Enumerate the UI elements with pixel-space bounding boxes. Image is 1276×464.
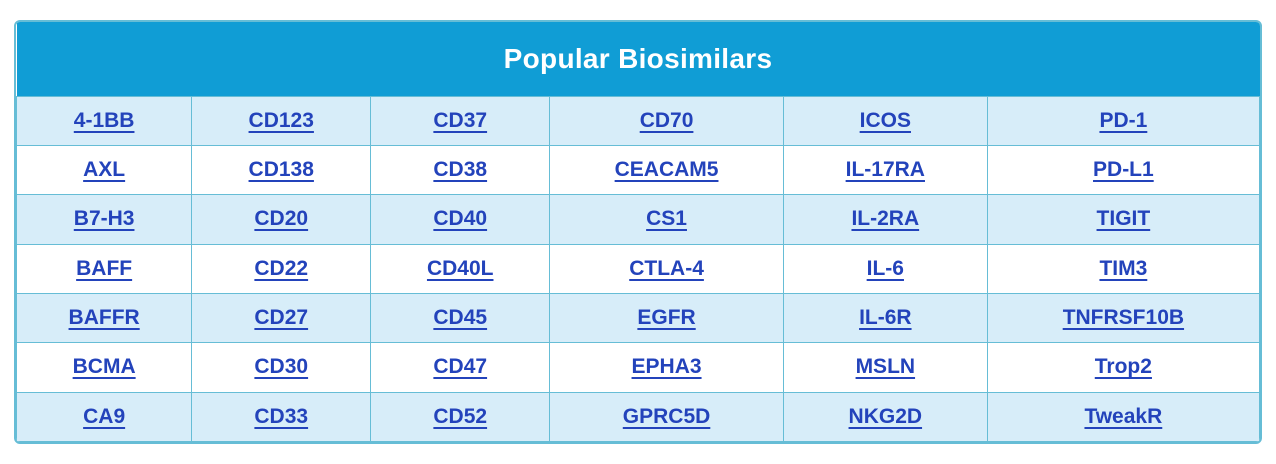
- table-cell: CD138: [191, 144, 372, 196]
- biosimilar-link[interactable]: CD22: [254, 256, 309, 280]
- biosimilar-link[interactable]: BAFF: [76, 256, 133, 280]
- table-cell: BAFF: [16, 243, 193, 294]
- table-header-row: Popular Biosimilars: [16, 22, 1260, 96]
- biosimilar-link[interactable]: B7-H3: [73, 207, 135, 231]
- biosimilar-link[interactable]: IL-6: [866, 256, 904, 280]
- biosimilar-link[interactable]: TIGIT: [1096, 207, 1151, 231]
- table-cell: GPRC5D: [549, 391, 784, 442]
- table-cell: CEACAM5: [549, 144, 784, 196]
- biosimilar-link[interactable]: CEACAM5: [614, 158, 719, 182]
- biosimilar-link[interactable]: PD-1: [1099, 108, 1148, 132]
- table-row: BAFFR CD27 CD45 EGFR IL-6R TNFRSF10B: [16, 292, 1260, 344]
- biosimilar-link[interactable]: AXL: [83, 158, 126, 182]
- table-cell: TIM3: [986, 243, 1260, 294]
- biosimilar-link[interactable]: MSLN: [855, 355, 916, 379]
- biosimilar-link[interactable]: CD47: [433, 355, 488, 379]
- biosimilar-link[interactable]: PD-L1: [1093, 158, 1154, 182]
- table-cell: AXL: [16, 144, 193, 196]
- table-row: AXL CD138 CD38 CEACAM5 IL-17RA PD-L1: [16, 144, 1260, 196]
- table-cell: BAFFR: [16, 292, 193, 344]
- table-cell: B7-H3: [16, 194, 193, 245]
- table-cell: CS1: [549, 194, 784, 245]
- table-cell: IL-6: [782, 243, 988, 294]
- table-row: B7-H3 CD20 CD40 CS1 IL-2RA TIGIT: [16, 194, 1260, 245]
- table-cell: CD20: [191, 194, 372, 245]
- biosimilar-link[interactable]: CS1: [646, 207, 687, 231]
- biosimilar-link[interactable]: CD138: [248, 158, 314, 182]
- biosimilar-link[interactable]: CD38: [433, 158, 488, 182]
- table-cell: 4-1BB: [16, 95, 193, 146]
- biosimilar-link[interactable]: TIM3: [1099, 256, 1148, 280]
- biosimilar-link[interactable]: ICOS: [859, 108, 911, 132]
- table-cell: CTLA-4: [549, 243, 784, 294]
- table-cell: MSLN: [782, 342, 988, 393]
- biosimilar-link[interactable]: TweakR: [1084, 404, 1163, 428]
- biosimilar-link[interactable]: CD52: [433, 404, 488, 428]
- table-cell: EPHA3: [549, 342, 784, 393]
- biosimilars-table-body: 4-1BB CD123 CD37 CD70 ICOS PD-1 AXL CD138 CD38 CE…: [16, 95, 1260, 442]
- table-cell: CD37: [370, 95, 551, 146]
- table-row: CA9 CD33 CD52 GPRC5D NKG2D TweakR: [16, 391, 1260, 442]
- biosimilar-link[interactable]: CD40L: [426, 256, 494, 280]
- table-row: BCMA CD30 CD47 EPHA3 MSLN Trop2: [16, 342, 1260, 393]
- table-cell: CD123: [191, 95, 372, 146]
- biosimilar-link[interactable]: BCMA: [72, 355, 136, 379]
- biosimilar-link[interactable]: CTLA-4: [629, 256, 704, 280]
- biosimilar-link[interactable]: CA9: [83, 404, 126, 428]
- table-cell: EGFR: [549, 292, 784, 344]
- biosimilar-link[interactable]: CD20: [254, 207, 309, 231]
- biosimilar-link[interactable]: IL-2RA: [851, 207, 920, 231]
- table-cell: CD33: [191, 391, 372, 442]
- biosimilar-link[interactable]: IL-6R: [859, 306, 912, 330]
- biosimilar-link[interactable]: TNFRSF10B: [1062, 306, 1185, 330]
- table-cell: CA9: [16, 391, 193, 442]
- table-cell: CD22: [191, 243, 372, 294]
- table-row: BAFF CD22 CD40L CTLA-4 IL-6 TIM3: [16, 243, 1260, 294]
- table-cell: CD27: [191, 292, 372, 344]
- biosimilar-link[interactable]: CD40: [433, 207, 488, 231]
- biosimilar-link[interactable]: CD37: [433, 108, 488, 132]
- table-cell: BCMA: [16, 342, 193, 393]
- biosimilars-table: Popular Biosimilars 4-1BB CD123 CD37 CD70 IC…: [16, 22, 1260, 442]
- biosimilar-link[interactable]: IL-17RA: [845, 158, 925, 182]
- table-cell: TIGIT: [986, 194, 1260, 245]
- table-cell: CD38: [370, 144, 551, 196]
- biosimilar-link[interactable]: EPHA3: [631, 355, 702, 379]
- biosimilars-table-card: Popular Biosimilars 4-1BB CD123 CD37 CD70 IC…: [14, 20, 1262, 444]
- table-cell: IL-17RA: [782, 144, 988, 196]
- table-cell: ICOS: [782, 95, 988, 146]
- table-cell: CD52: [370, 391, 551, 442]
- table-cell: IL-2RA: [782, 194, 988, 245]
- table-cell: Trop2: [986, 342, 1260, 393]
- table-cell: IL-6R: [782, 292, 988, 344]
- biosimilar-link[interactable]: CD33: [254, 404, 309, 428]
- biosimilar-link[interactable]: BAFFR: [68, 306, 140, 330]
- biosimilar-link[interactable]: Trop2: [1094, 355, 1152, 379]
- table-cell: CD40: [370, 194, 551, 245]
- biosimilar-link[interactable]: EGFR: [637, 306, 696, 330]
- table-row: 4-1BB CD123 CD37 CD70 ICOS PD-1: [16, 95, 1260, 146]
- table-cell: NKG2D: [782, 391, 988, 442]
- biosimilar-link[interactable]: CD70: [639, 108, 694, 132]
- table-cell: CD30: [191, 342, 372, 393]
- table-cell: CD47: [370, 342, 551, 393]
- biosimilar-link[interactable]: CD123: [248, 108, 314, 132]
- table-cell: CD45: [370, 292, 551, 344]
- biosimilar-link[interactable]: NKG2D: [848, 404, 923, 428]
- table-cell: CD40L: [370, 243, 551, 294]
- biosimilar-link[interactable]: CD45: [433, 306, 488, 330]
- table-cell: TNFRSF10B: [986, 292, 1260, 344]
- table-title: Popular Biosimilars: [16, 22, 1260, 96]
- table-cell: PD-L1: [986, 144, 1260, 196]
- biosimilar-link[interactable]: GPRC5D: [622, 404, 711, 428]
- table-cell: CD70: [549, 95, 784, 146]
- biosimilar-link[interactable]: 4-1BB: [73, 108, 135, 132]
- table-cell: TweakR: [986, 391, 1260, 442]
- biosimilar-link[interactable]: CD30: [254, 355, 309, 379]
- table-cell: PD-1: [986, 95, 1260, 146]
- biosimilar-link[interactable]: CD27: [254, 306, 309, 330]
